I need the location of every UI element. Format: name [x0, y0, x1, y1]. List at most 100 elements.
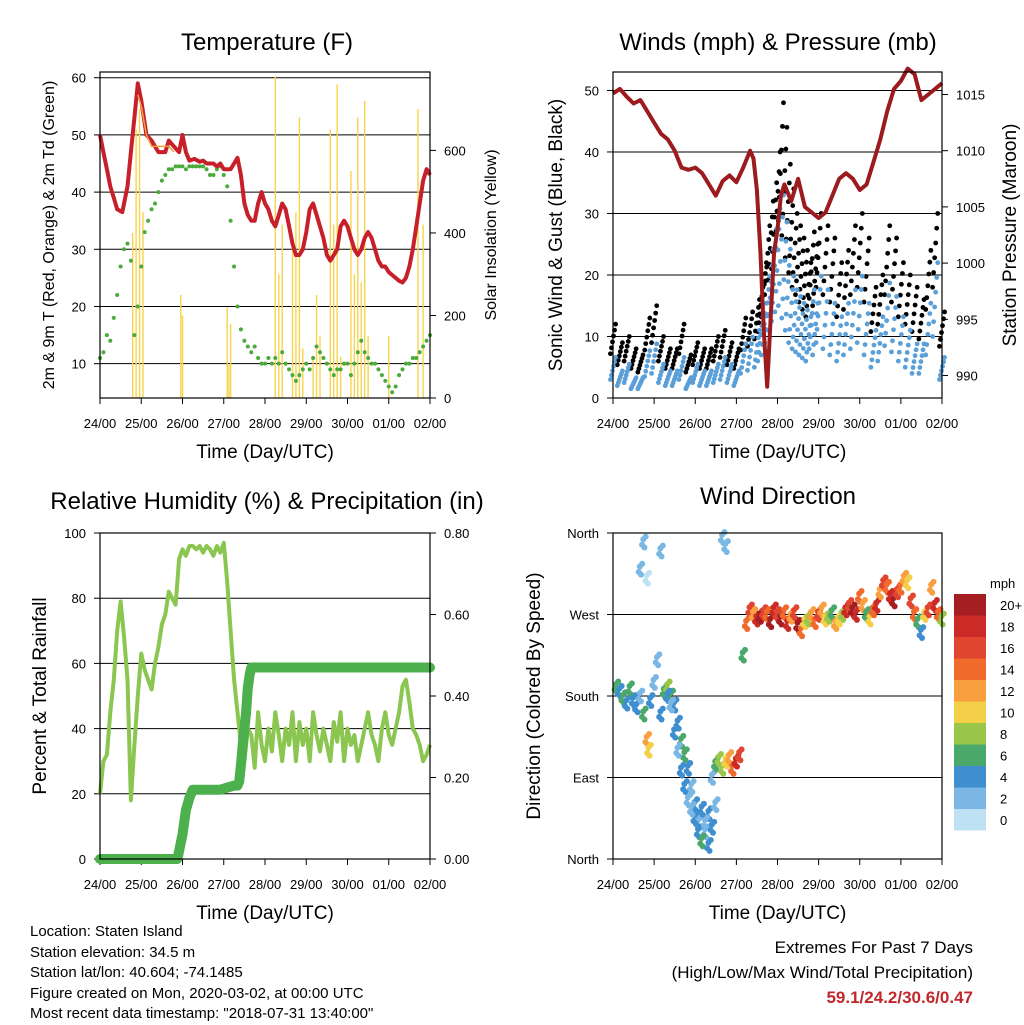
y2-tick-label: 0 [444, 391, 451, 406]
direction-point [898, 589, 905, 596]
plot-border [612, 532, 943, 860]
gust-point [914, 284, 920, 290]
gust-point [942, 309, 947, 315]
colorbar-swatch [954, 787, 986, 809]
gust-point [814, 270, 820, 275]
chart-title: Relative Humidity (%) & Precipitation (i… [50, 488, 483, 515]
colorbar-swatch [954, 809, 986, 831]
direction-point [930, 578, 937, 585]
colorbar-swatch [954, 615, 986, 637]
direction-point [785, 625, 792, 632]
gust-point [815, 255, 821, 261]
dewpoint-point [201, 164, 206, 169]
direction-point [724, 538, 731, 545]
gust-point [742, 322, 748, 327]
wind-point [816, 300, 822, 306]
direction-point [908, 603, 915, 610]
wind-point [930, 334, 935, 339]
wind-point [620, 368, 625, 374]
gust-point [711, 353, 717, 359]
dewpoint-point [249, 350, 254, 355]
x-tick-label: 26/00 [166, 877, 199, 892]
gust-point [796, 250, 801, 256]
gust-point [692, 353, 698, 359]
gust-point [666, 350, 672, 356]
wind-point [815, 313, 821, 319]
wind-point [774, 268, 780, 273]
gust-point [856, 255, 862, 261]
gust-point [889, 299, 894, 305]
x-tick-label: 28/00 [761, 416, 794, 431]
x-tick-label: 29/00 [802, 877, 835, 892]
dewpoint-point [177, 164, 182, 169]
wind-point [878, 332, 884, 337]
gust-point [906, 282, 912, 288]
y-tick-label: South [565, 689, 599, 704]
wind-point [857, 300, 863, 306]
gust-point [830, 261, 836, 267]
wind-point [784, 295, 790, 301]
wind-point [824, 299, 830, 304]
x-tick-label: 30/00 [331, 416, 364, 431]
gust-point [778, 171, 783, 177]
wind-point [903, 357, 909, 363]
wind-point [813, 321, 819, 327]
direction-point [929, 589, 936, 596]
wind-point [646, 353, 652, 359]
gust-point [623, 348, 629, 354]
wind-point [887, 280, 893, 286]
colorbar-label: 10 [1000, 706, 1014, 721]
dewpoint-point [173, 164, 178, 169]
dewpoint-point [335, 367, 340, 372]
y2-tick-label: 0.40 [444, 689, 469, 704]
gust-point [912, 302, 918, 308]
gust-point [798, 274, 804, 279]
wind-point [674, 368, 680, 374]
wind-point [713, 369, 719, 374]
gust-point [824, 237, 830, 242]
gust-point [807, 282, 813, 288]
gust-point [668, 346, 673, 352]
direction-point [877, 594, 884, 601]
gust-point [721, 333, 727, 339]
dewpoint-point [235, 304, 240, 309]
gust-point [803, 271, 808, 277]
gust-point [649, 340, 654, 346]
dewpoint-point [386, 384, 391, 389]
gust-point [720, 338, 726, 344]
y-tick-label: East [573, 771, 599, 786]
direction-point [646, 731, 653, 738]
gust-point [631, 354, 637, 360]
gust-point [718, 349, 724, 355]
wind-point [875, 358, 881, 364]
wind-point [647, 348, 653, 354]
chart-title: Wind Direction [700, 483, 856, 510]
gust-point [681, 321, 687, 327]
dewpoint-point [128, 258, 133, 263]
direction-point [740, 657, 747, 664]
wind-point [651, 359, 657, 364]
gust-point [620, 340, 625, 346]
y-tick-label: 80 [72, 591, 86, 606]
gust-point [715, 334, 721, 339]
direction-point [700, 832, 707, 839]
gust-point [707, 354, 712, 360]
gust-point [907, 272, 913, 278]
wind-point [810, 299, 816, 304]
dewpoint-point [197, 164, 202, 169]
gust-point [825, 223, 831, 229]
dewpoint-point [183, 167, 188, 172]
gust-point [871, 302, 877, 308]
dewpoint-point [283, 361, 288, 366]
gust-point [740, 334, 746, 340]
wind-point [897, 340, 903, 346]
wind-point [785, 279, 791, 285]
direction-point [851, 601, 858, 608]
wind-point [775, 247, 781, 253]
x-tick-label: 29/00 [290, 877, 323, 892]
gust-point [678, 339, 684, 345]
wind-point [765, 300, 771, 306]
dewpoint-point [293, 378, 298, 383]
gust-point [931, 270, 937, 275]
